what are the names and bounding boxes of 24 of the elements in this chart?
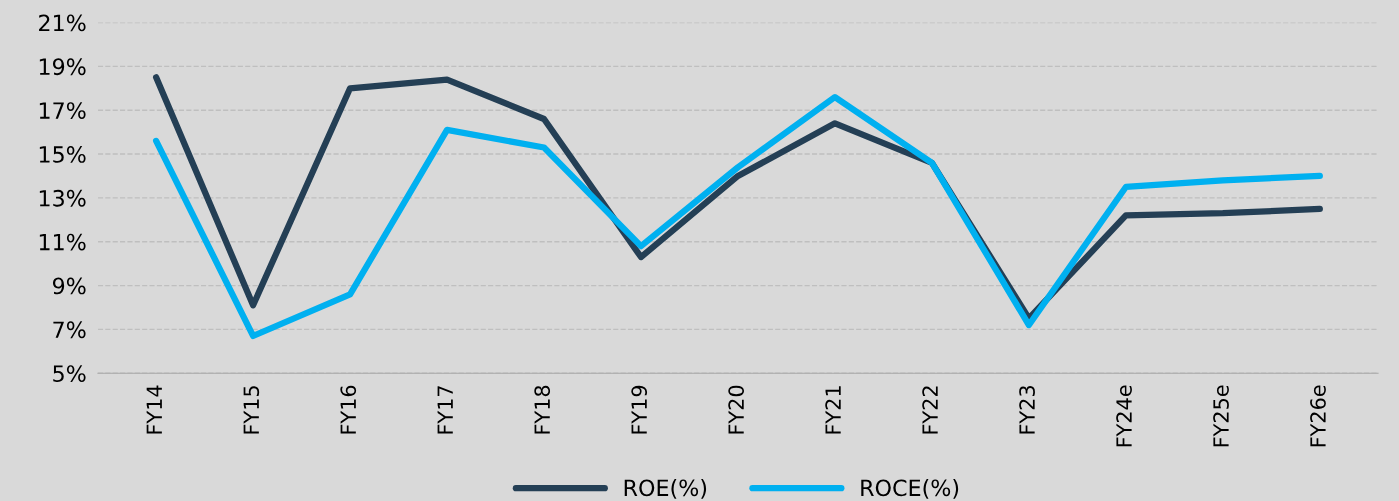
y-tick-label: 17% (39, 102, 86, 119)
x-tick-label: FY17 (437, 386, 453, 434)
x-tick-label: FY19 (631, 385, 648, 434)
y-tick-label: 21% (39, 14, 86, 32)
x-tick-label: FY15 (243, 386, 260, 434)
x-tick-label: FY24e (1116, 385, 1132, 447)
y-tick-label: 5% (53, 365, 86, 382)
x-tick-label: FY22 (922, 386, 938, 434)
y-tick-label: 19% (39, 58, 86, 76)
x-tick-label: FY16 (340, 385, 357, 434)
y-tick-label: 7% (53, 321, 86, 339)
x-tick-label: FY26e (1310, 385, 1326, 447)
x-tick-label: FY25e (1213, 385, 1229, 447)
x-tick-label: FY18 (534, 385, 551, 434)
x-tick-label: FY20 (728, 385, 745, 434)
legend-label: ROCE(%) (861, 479, 959, 499)
y-tick-label: 11% (39, 233, 86, 251)
legend-label: ROE(%) (624, 479, 707, 499)
y-tick-label: 15% (39, 146, 86, 163)
y-tick-label: 13% (39, 189, 86, 207)
x-tick-label: FY14 (146, 385, 162, 434)
x-tick-label: FY21 (825, 386, 841, 434)
y-tick-label: 9% (52, 277, 86, 295)
x-tick-label: FY23 (1019, 386, 1035, 434)
